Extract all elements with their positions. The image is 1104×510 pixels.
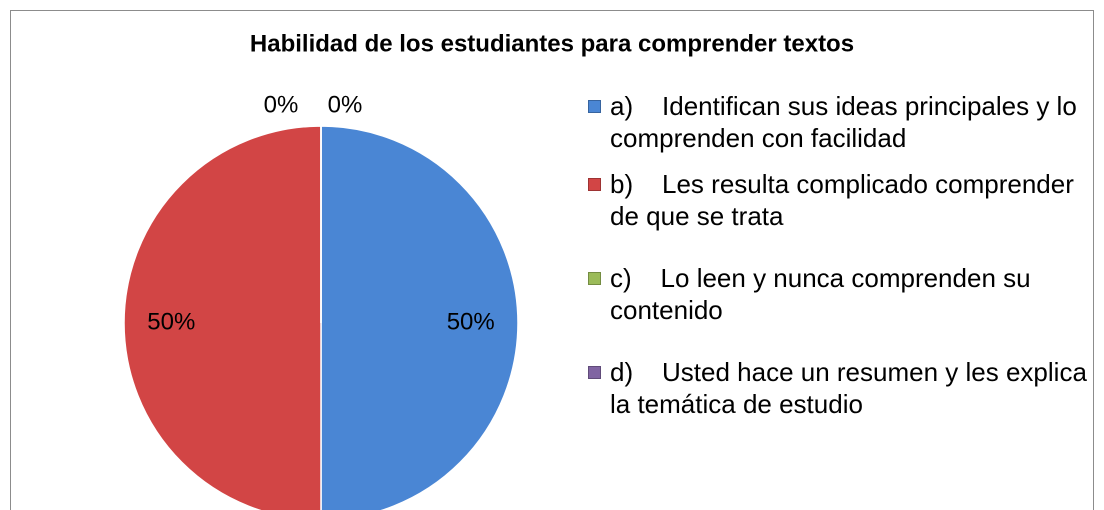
pie-slice [320,125,519,510]
legend-label: d) Usted hace un resumen y les explica l… [610,357,1095,419]
legend-swatch [588,100,601,113]
legend-entry: a) Identifican sus ideas principales y l… [588,90,1088,154]
legend-swatch [588,178,601,191]
data-label: 50% [447,308,495,335]
legend-entry: b) Les resulta complicado comprender de … [588,168,1088,232]
legend-entry: c) Lo leen y nunca comprenden su conteni… [588,262,1088,326]
legend: a) Identifican sus ideas principales y l… [588,90,1088,420]
pie-slice [123,125,322,510]
legend-label: c) Lo leen y nunca comprenden su conteni… [610,263,1038,325]
legend-entry: d) Usted hace un resumen y les explica l… [588,356,1088,420]
legend-label: a) Identifican sus ideas principales y l… [610,91,1085,153]
legend-swatch [588,366,601,379]
data-label: 50% [147,308,195,335]
legend-swatch [588,272,601,285]
data-label: 0% [328,91,363,118]
chart-title: Habilidad de los estudiantes para compre… [250,30,854,57]
legend-label: b) Les resulta complicado comprender de … [610,169,1082,231]
data-label: 0% [264,91,299,118]
